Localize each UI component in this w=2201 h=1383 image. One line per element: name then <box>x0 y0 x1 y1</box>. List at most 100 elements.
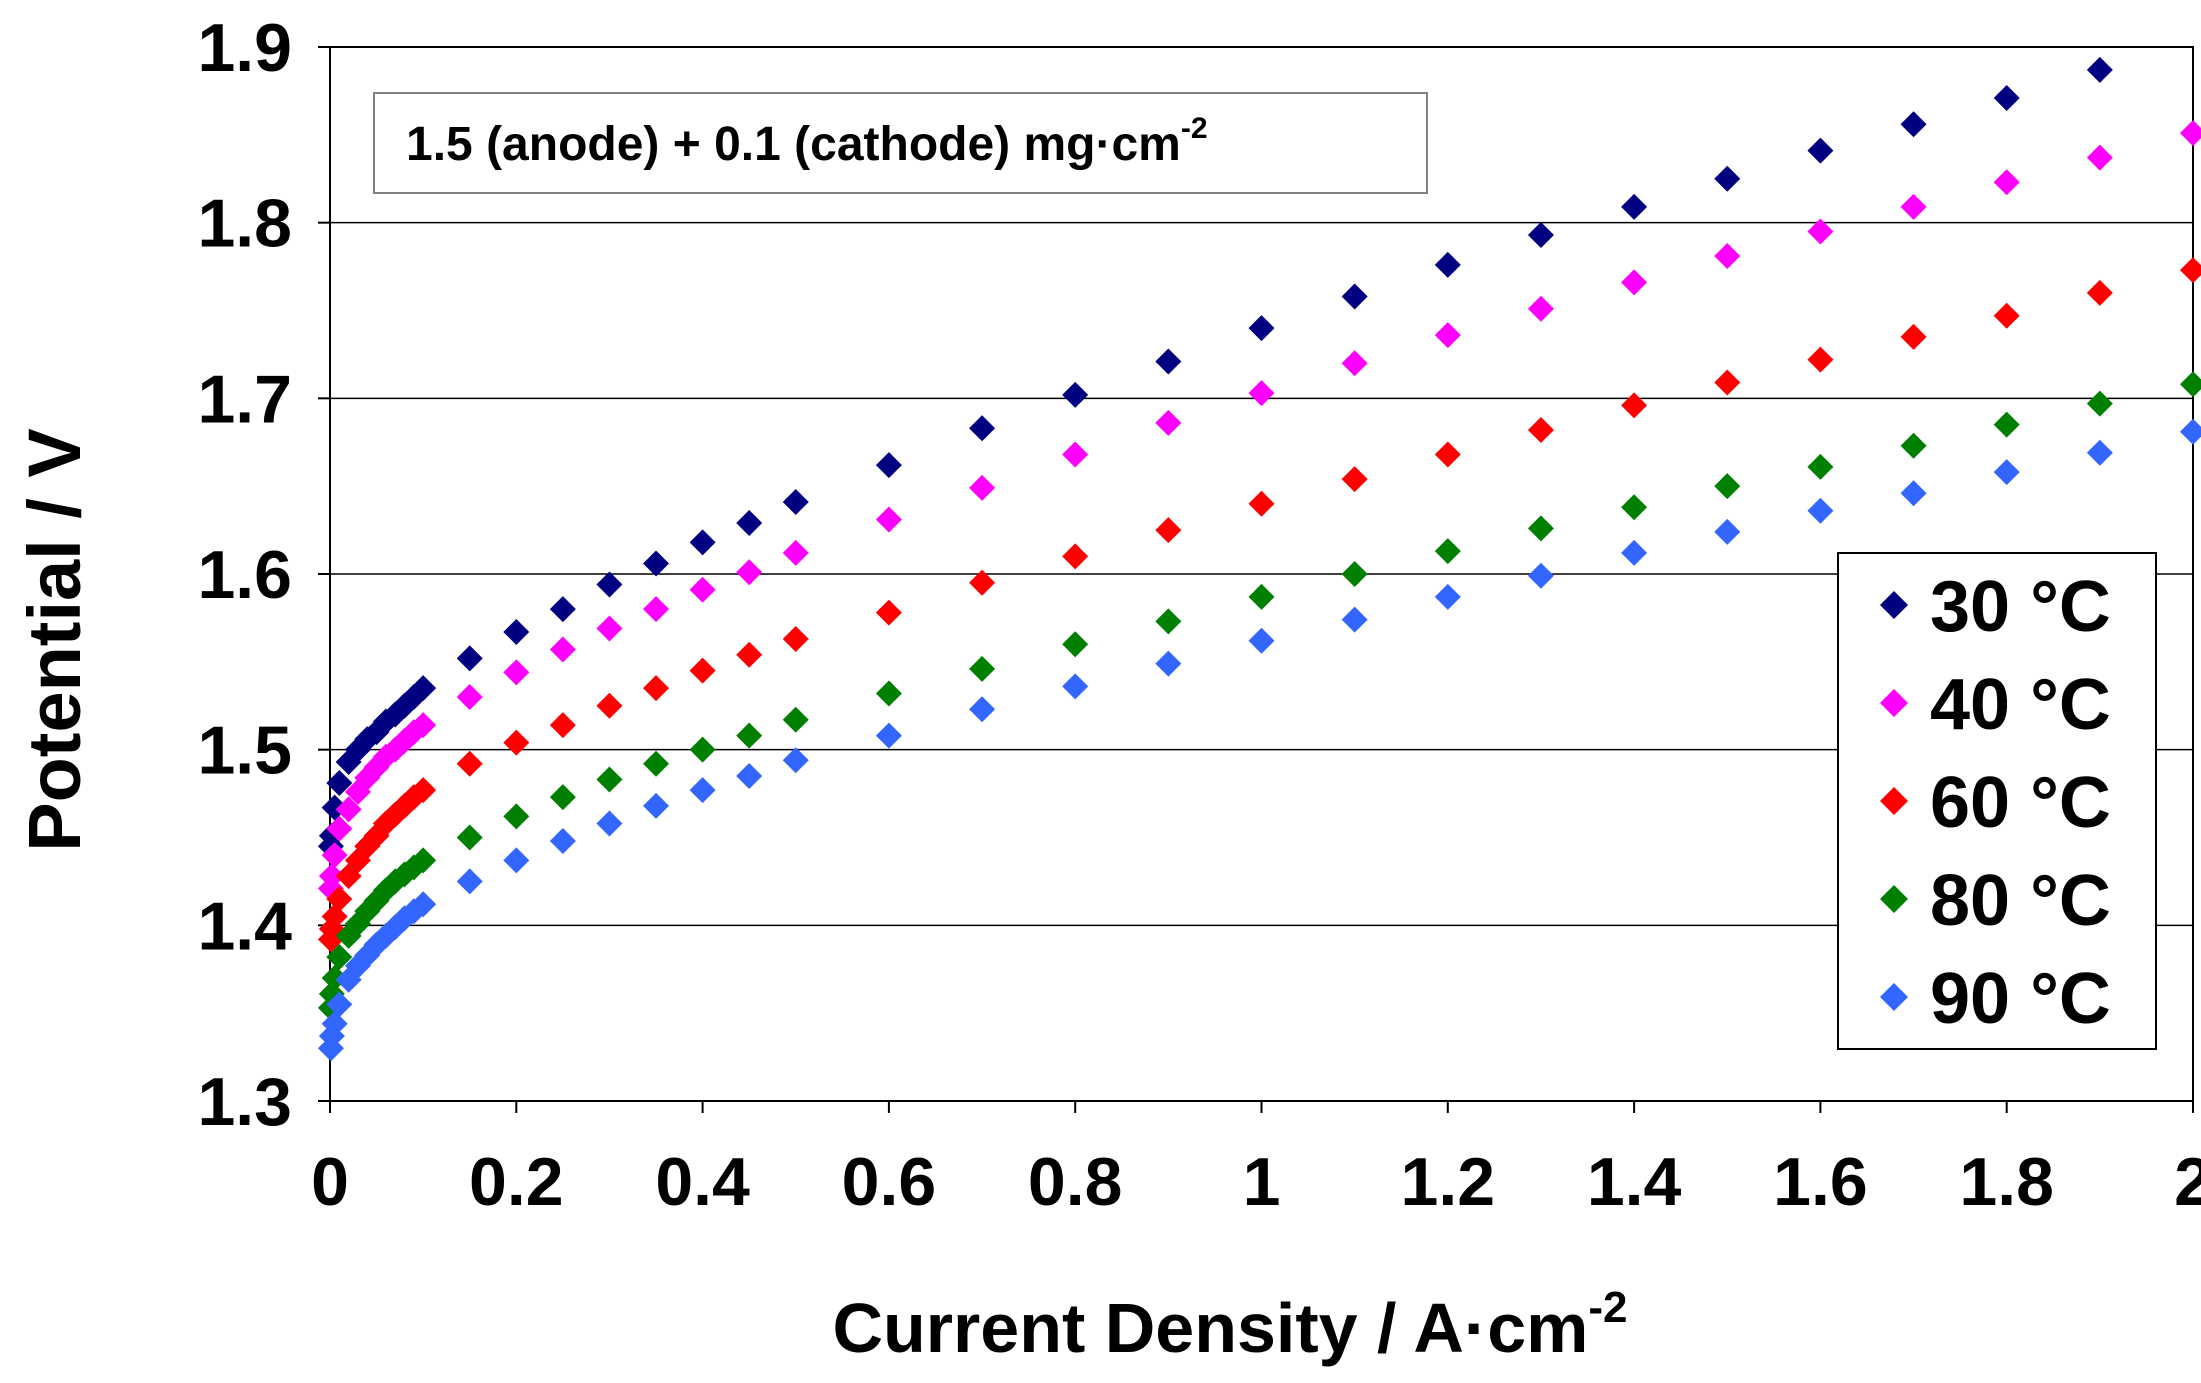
data-point <box>643 550 670 577</box>
data-point <box>1341 283 1368 310</box>
data-point <box>2086 439 2113 466</box>
data-point <box>1807 453 1834 480</box>
legend-label: 40 °C <box>1930 665 2111 745</box>
data-point <box>456 868 483 895</box>
data-point <box>1248 315 1275 342</box>
data-point <box>1062 441 1089 468</box>
data-point <box>2086 144 2113 171</box>
data-point <box>549 828 576 855</box>
data-point <box>643 792 670 819</box>
data-point <box>1434 251 1461 278</box>
y-tick-label: 1.5 <box>197 713 292 789</box>
data-point <box>2180 418 2201 445</box>
x-axis-title-main: Current Density / A·cm <box>832 1289 1588 1367</box>
data-point <box>1807 218 1834 245</box>
data-point <box>875 452 902 479</box>
x-tick-label: 0.4 <box>655 1144 750 1220</box>
data-point <box>318 1023 345 1050</box>
series-40c <box>317 120 2201 902</box>
data-point <box>689 529 716 556</box>
legend-item: 60 °C <box>1880 763 2111 843</box>
data-point <box>875 722 902 749</box>
data-point <box>335 796 362 823</box>
data-point <box>2086 279 2113 306</box>
data-point <box>969 415 996 442</box>
data-point <box>410 675 437 702</box>
data-point <box>1900 480 1927 507</box>
legend-marker <box>1880 983 1908 1011</box>
data-point <box>1248 583 1275 610</box>
data-point <box>318 863 345 890</box>
legend-item: 80 °C <box>1880 861 2111 941</box>
x-axis-title: Current Density / A·cm-2 <box>832 1283 1627 1367</box>
x-tick-label: 0 <box>311 1144 349 1220</box>
data-point <box>1434 538 1461 565</box>
legend-item: 30 °C <box>1880 567 2111 647</box>
x-tick-label: 2 <box>2174 1144 2201 1220</box>
data-point <box>1062 381 1089 408</box>
data-point <box>596 692 623 719</box>
data-point <box>736 763 763 790</box>
legend-item: 90 °C <box>1880 959 2111 1039</box>
x-tick-label: 1.6 <box>1773 1144 1868 1220</box>
data-point <box>969 655 996 682</box>
data-point <box>1807 497 1834 524</box>
data-point <box>1527 221 1554 248</box>
data-point <box>1621 269 1648 296</box>
data-point <box>1341 561 1368 587</box>
data-point <box>1341 606 1368 633</box>
data-point <box>503 803 530 830</box>
data-point <box>1248 490 1275 517</box>
data-point <box>1621 392 1648 419</box>
data-point <box>2180 257 2201 284</box>
data-point <box>782 706 809 733</box>
data-point <box>596 766 623 793</box>
data-point <box>1062 631 1089 658</box>
data-point <box>456 645 483 672</box>
x-tick-label: 0.8 <box>1028 1144 1123 1220</box>
data-point <box>643 750 670 777</box>
data-point <box>689 736 716 763</box>
data-point <box>326 991 353 1018</box>
data-point <box>969 474 996 501</box>
y-tick-label: 1.4 <box>197 888 292 964</box>
data-point <box>782 539 809 566</box>
y-tick-label: 1.9 <box>197 10 292 86</box>
data-point <box>643 596 670 623</box>
data-point <box>1993 169 2020 196</box>
annotation-box: 1.5 (anode) + 0.1 (cathode) mg·cm-2 <box>373 92 1428 194</box>
data-point <box>875 599 902 626</box>
data-point <box>326 885 353 912</box>
data-point <box>456 824 483 851</box>
series-90c <box>317 418 2201 1062</box>
data-point <box>549 596 576 623</box>
data-point <box>782 625 809 652</box>
data-point <box>1434 441 1461 468</box>
y-tick-label: 1.8 <box>197 186 292 262</box>
data-point <box>1248 627 1275 654</box>
data-point <box>456 683 483 710</box>
data-point <box>1993 411 2020 438</box>
data-point <box>1714 518 1741 545</box>
data-point <box>1807 137 1834 164</box>
data-point <box>1248 380 1275 407</box>
data-point <box>410 777 437 804</box>
data-point <box>1155 517 1182 544</box>
data-point <box>1900 111 1927 138</box>
data-point <box>1527 416 1554 443</box>
data-point <box>2180 120 2201 147</box>
data-point <box>736 722 763 749</box>
data-point <box>1155 409 1182 436</box>
y-axis-title: Potential / V <box>13 428 96 852</box>
data-point <box>456 750 483 777</box>
data-point <box>549 636 576 663</box>
data-point <box>1527 515 1554 542</box>
data-point <box>1900 432 1927 459</box>
data-point <box>1062 543 1089 570</box>
data-point <box>782 488 809 515</box>
data-point <box>503 729 530 756</box>
data-point <box>1341 350 1368 377</box>
data-point <box>2086 56 2113 83</box>
legend-label: 90 °C <box>1930 959 2111 1039</box>
